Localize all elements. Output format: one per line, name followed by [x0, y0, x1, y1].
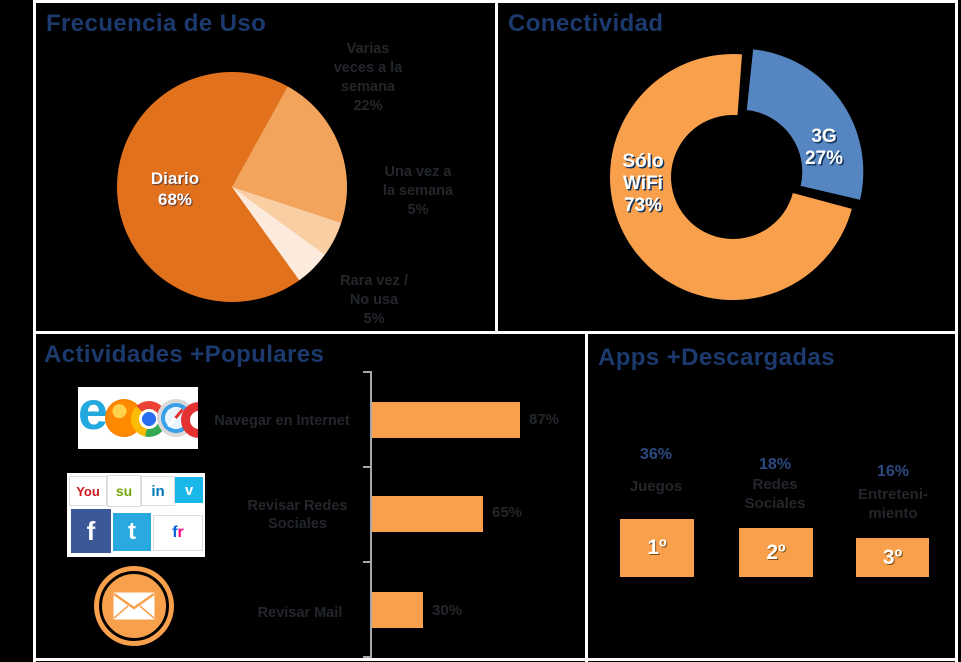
internet-explorer-icon: e — [78, 387, 109, 441]
conectividad-donut-chart — [610, 49, 864, 300]
app-percentage: 36% — [639, 446, 673, 463]
podium-box-rank-2: 2º — [739, 528, 813, 577]
activity-bar — [372, 496, 483, 532]
email-icon-ring — [99, 571, 169, 641]
activity-bar-value: 65% — [492, 504, 523, 521]
pie-slice-label-rara-vez: Rara vez / No usa 5% — [340, 273, 408, 327]
donut-slice-wifi — [610, 53, 852, 300]
axis-tick — [363, 561, 371, 563]
frecuencia-title: Frecuencia de Uso — [46, 10, 267, 37]
bar-chart-axis — [370, 371, 372, 658]
opera-icon — [181, 402, 198, 438]
email-icon — [94, 566, 174, 646]
apps-title: Apps +Descargadas — [598, 344, 835, 371]
stumbleupon-icon: su — [107, 475, 141, 507]
axis-tick — [363, 466, 371, 468]
activity-row-label: Revisar Mail — [257, 605, 343, 621]
divider-horizontal — [33, 331, 958, 334]
pie-slice-label-varias-veces: Varias veces a la semana 22% — [333, 41, 403, 114]
axis-tick — [363, 371, 371, 373]
frecuencia-pie-chart — [117, 72, 347, 302]
podium-box-rank-1: 1º — [620, 519, 694, 577]
app-category-label: Entreteni- miento — [857, 486, 928, 522]
activity-row-label: Revisar Redes Sociales — [247, 498, 348, 532]
donut-label-3g: 3G 27% — [804, 126, 844, 169]
twitter-icon: t — [113, 513, 151, 551]
divider-vertical-bottom — [585, 331, 588, 662]
youtube-icon: You — [69, 476, 107, 506]
app-percentage: 16% — [876, 463, 910, 480]
donut-label-wifi: Sólo WiFi 73% — [622, 151, 664, 216]
activity-bar-value: 30% — [432, 602, 463, 619]
donut-slice-3g — [746, 49, 864, 200]
actividades-title: Actividades +Populares — [44, 341, 325, 368]
web-browsers-icons-image: e — [78, 387, 198, 449]
flickr-letter-r: r — [177, 524, 184, 541]
podium-box-rank-3: 3º — [856, 538, 929, 577]
conectividad-title: Conectividad — [508, 10, 664, 37]
facebook-icon: f — [71, 509, 111, 553]
divider-vertical-top — [495, 0, 498, 334]
envelope-icon — [111, 590, 157, 622]
activity-row-label: Navegar en Internet — [214, 413, 350, 429]
linkedin-icon: in — [141, 476, 175, 506]
activity-bar-value: 87% — [529, 411, 560, 428]
activity-bar — [372, 402, 520, 438]
frame-border-bottom — [33, 658, 958, 661]
app-category-label: Juegos — [629, 478, 683, 495]
vimeo-icon: v — [175, 477, 203, 503]
flickr-letter-f: f — [172, 524, 178, 541]
pie-slice-label-una-vez: Una vez a la semana 5% — [382, 164, 454, 218]
pie-slice-label-diario: Diario 68% — [150, 169, 200, 209]
activity-bar — [372, 592, 423, 628]
axis-tick — [363, 656, 371, 658]
app-percentage: 18% — [758, 456, 792, 473]
app-category-label: Redes Sociales — [744, 476, 806, 512]
